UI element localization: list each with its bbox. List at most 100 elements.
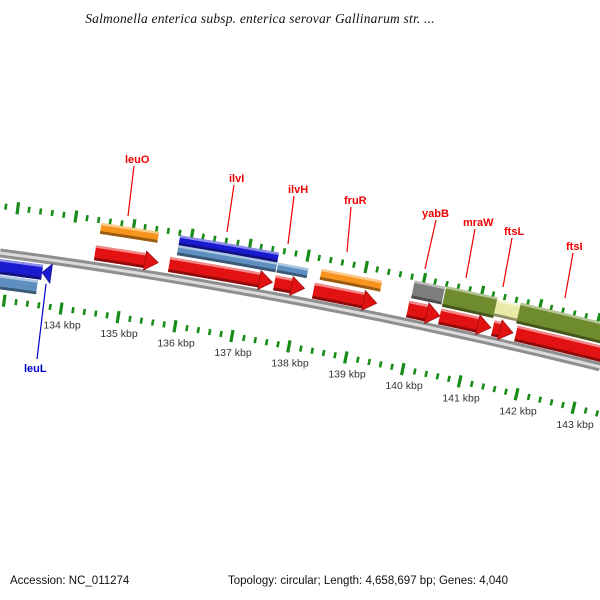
label-callout-line — [226, 184, 235, 233]
ruler-tick — [4, 203, 8, 210]
ruler-tick — [166, 227, 171, 235]
ruler-tick — [456, 283, 461, 290]
ruler-tick — [447, 375, 451, 383]
gene-ftsI[interactable] — [514, 302, 600, 363]
ruler-tick — [242, 334, 246, 342]
ruler-tick — [276, 341, 280, 348]
gene-name-text: leuL — [24, 363, 47, 375]
ruler-tick — [207, 328, 212, 336]
kbp-label: 143 kbp — [556, 419, 594, 431]
ruler-tick — [469, 380, 474, 388]
ruler-tick — [25, 300, 30, 307]
gene-name-text: ftsI — [566, 241, 583, 253]
label-callout-line — [127, 165, 135, 217]
gene-mraW[interactable] — [438, 286, 498, 336]
label-callout-line — [36, 283, 47, 360]
ruler-tick — [549, 399, 554, 406]
ruler-tick — [58, 302, 64, 315]
gene-arrowhead — [41, 263, 53, 285]
ruler-tick — [105, 312, 109, 319]
label-callout-line — [502, 237, 513, 288]
ruler-tick — [172, 319, 178, 333]
gene-name-text: yabB — [422, 208, 449, 220]
kbp-label: 139 kbp — [328, 368, 366, 380]
ruler-tick — [526, 393, 531, 401]
label-callout-line — [564, 252, 574, 299]
ruler-tick — [96, 216, 101, 224]
ruler-tick — [62, 211, 66, 218]
ruler-tick — [481, 383, 486, 390]
ruler-tick — [352, 261, 356, 268]
gene-arrowhead — [475, 314, 492, 336]
ruler-tick — [398, 270, 403, 278]
page-title: Salmonella enterica subsp. enterica sero… — [85, 11, 435, 26]
ruler-tick — [560, 401, 565, 409]
ruler-tick — [340, 259, 345, 266]
ruler-tick — [343, 351, 349, 364]
label-callout-line — [424, 219, 437, 270]
gene-ftsL[interactable] — [491, 299, 521, 341]
gene-leuL[interactable] — [41, 263, 53, 285]
ruler-tick — [15, 202, 21, 215]
ruler-tick — [286, 340, 292, 353]
ruler-tick — [375, 266, 380, 273]
gene-yabB[interactable] — [406, 280, 446, 325]
ruler-tick — [71, 307, 75, 314]
ruler-tick — [410, 273, 414, 280]
ruler-tick — [94, 310, 98, 317]
ruler-tick — [50, 209, 54, 217]
ruler-tick — [264, 338, 269, 346]
genome-backbone — [0, 248, 600, 372]
ruler-tick — [502, 293, 507, 301]
ruler-tick — [363, 260, 369, 274]
gene-ilvH[interactable] — [273, 262, 309, 296]
ruler-tick — [367, 358, 372, 366]
gene-arrowhead — [361, 289, 378, 312]
kbp-label: 138 kbp — [271, 357, 309, 369]
ruler-tick — [14, 299, 18, 306]
gene-name-text: ilvI — [229, 173, 244, 185]
ruler-tick — [492, 385, 497, 393]
kbp-label: 142 kbp — [499, 405, 537, 417]
gene-fruR[interactable] — [311, 268, 383, 312]
ruler-tick — [224, 237, 229, 244]
gene-label-leuO: leuO — [125, 154, 150, 217]
ruler-tick — [456, 375, 463, 388]
ruler-tick — [154, 225, 159, 233]
ruler-tick — [317, 254, 322, 262]
ruler-tick — [433, 278, 438, 285]
ruler-tick — [73, 210, 79, 223]
ruler-tick — [196, 326, 201, 334]
ruler-tick — [503, 388, 508, 395]
gene-label-ftsL: ftsL — [502, 226, 524, 288]
gene-leuO[interactable] — [93, 222, 159, 271]
gene-name-text: fruR — [344, 195, 367, 207]
gene-arrowhead — [257, 269, 274, 291]
ruler-tick — [294, 250, 298, 257]
ruler-tick — [115, 310, 121, 324]
ruler-tick — [38, 208, 43, 215]
kbp-label: 141 kbp — [442, 392, 480, 404]
ruler-tick — [259, 243, 263, 251]
gene-label-yabB: yabB — [422, 208, 449, 270]
ruler-tick — [412, 368, 417, 375]
gene-ilvI[interactable] — [168, 235, 279, 291]
ruler-tick — [27, 206, 31, 214]
ruler-tick — [150, 319, 155, 326]
kbp-label: 135 kbp — [100, 328, 138, 340]
ruler-tick — [378, 361, 383, 368]
ruler-tick — [139, 317, 144, 324]
ruler-tick — [270, 245, 275, 253]
gene-name-text: leuO — [125, 154, 150, 166]
ruler-tick — [229, 329, 235, 343]
ruler-tick — [212, 235, 217, 242]
gene-arrowhead — [424, 302, 441, 325]
footer-accession: Accession: NC_011274 — [10, 575, 130, 587]
ruler-tick — [128, 315, 132, 323]
ruler-tick — [282, 248, 287, 255]
gene-left-partial-gene[interactable] — [0, 258, 44, 295]
ruler-tick — [386, 268, 391, 276]
gene-name-text: ilvH — [288, 184, 308, 196]
ruler-tick — [236, 239, 240, 247]
